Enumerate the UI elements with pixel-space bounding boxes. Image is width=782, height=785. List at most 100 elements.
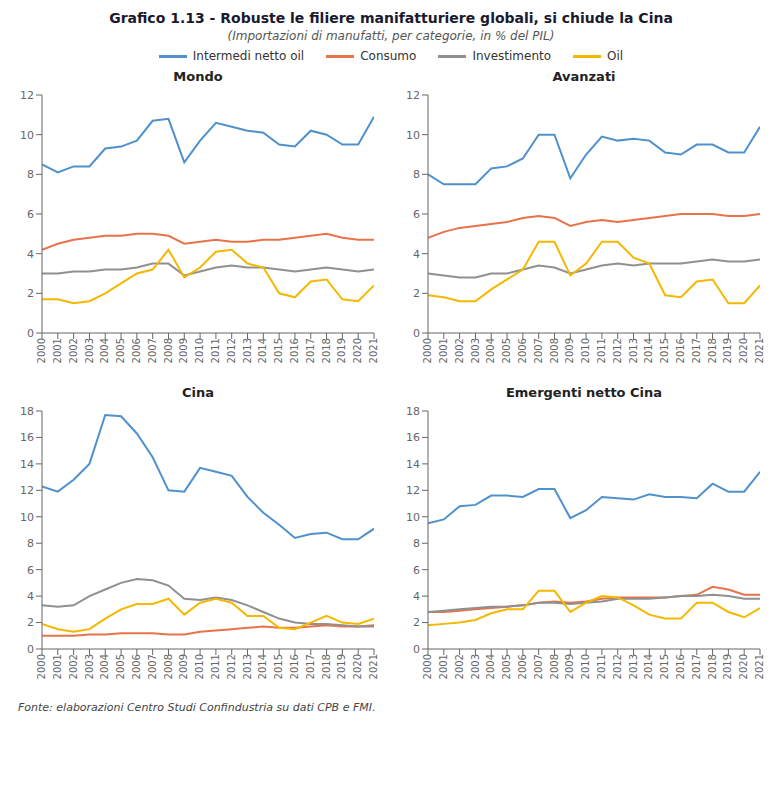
svg-text:2020: 2020: [352, 654, 363, 679]
svg-text:12: 12: [20, 484, 34, 497]
svg-text:2006: 2006: [131, 338, 142, 363]
svg-text:2018: 2018: [707, 654, 718, 679]
svg-text:2014: 2014: [643, 654, 654, 679]
svg-text:2018: 2018: [707, 338, 718, 363]
svg-text:4: 4: [413, 248, 420, 261]
svg-text:18: 18: [406, 405, 420, 418]
svg-text:2012: 2012: [226, 654, 237, 679]
svg-text:2012: 2012: [612, 338, 623, 363]
svg-text:8: 8: [27, 537, 34, 550]
svg-text:2018: 2018: [321, 338, 332, 363]
svg-text:2011: 2011: [210, 654, 221, 679]
svg-text:0: 0: [413, 643, 420, 656]
svg-text:2011: 2011: [596, 654, 607, 679]
svg-text:2010: 2010: [580, 338, 591, 363]
svg-text:14: 14: [406, 458, 420, 471]
svg-text:2016: 2016: [289, 338, 300, 363]
svg-text:2014: 2014: [257, 654, 268, 679]
svg-text:2002: 2002: [68, 338, 79, 363]
svg-text:6: 6: [27, 564, 34, 577]
svg-text:2001: 2001: [52, 654, 63, 679]
svg-text:4: 4: [27, 590, 34, 603]
svg-text:2014: 2014: [257, 338, 268, 363]
svg-text:2007: 2007: [147, 654, 158, 679]
svg-text:2017: 2017: [691, 654, 702, 679]
svg-text:8: 8: [413, 168, 420, 181]
svg-text:2013: 2013: [242, 654, 253, 679]
svg-text:2010: 2010: [580, 654, 591, 679]
svg-text:2: 2: [413, 287, 420, 300]
svg-text:2008: 2008: [549, 338, 560, 363]
svg-text:2009: 2009: [178, 338, 189, 363]
svg-text:2008: 2008: [549, 654, 560, 679]
svg-text:2012: 2012: [226, 338, 237, 363]
svg-text:2004: 2004: [485, 338, 496, 363]
svg-text:2019: 2019: [722, 338, 733, 363]
svg-text:2008: 2008: [163, 654, 174, 679]
svg-text:10: 10: [20, 129, 34, 142]
svg-text:2011: 2011: [596, 338, 607, 363]
svg-text:10: 10: [406, 129, 420, 142]
svg-text:2005: 2005: [501, 338, 512, 363]
svg-text:2015: 2015: [659, 338, 670, 363]
svg-text:2000: 2000: [422, 338, 433, 363]
svg-text:2007: 2007: [533, 338, 544, 363]
svg-text:2016: 2016: [675, 654, 686, 679]
svg-text:2019: 2019: [336, 654, 347, 679]
svg-text:2004: 2004: [99, 654, 110, 679]
svg-text:2015: 2015: [273, 654, 284, 679]
svg-text:2015: 2015: [273, 338, 284, 363]
svg-text:2006: 2006: [517, 338, 528, 363]
svg-text:2009: 2009: [564, 338, 575, 363]
svg-text:2004: 2004: [485, 654, 496, 679]
svg-text:2006: 2006: [131, 654, 142, 679]
svg-text:2017: 2017: [305, 338, 316, 363]
svg-text:2021: 2021: [368, 338, 379, 363]
svg-text:8: 8: [27, 168, 34, 181]
svg-text:2010: 2010: [194, 654, 205, 679]
svg-text:6: 6: [413, 564, 420, 577]
svg-text:12: 12: [406, 484, 420, 497]
svg-text:2016: 2016: [289, 654, 300, 679]
svg-text:2002: 2002: [68, 654, 79, 679]
svg-text:2017: 2017: [305, 654, 316, 679]
svg-text:2003: 2003: [84, 654, 95, 679]
svg-text:16: 16: [20, 431, 34, 444]
svg-text:2021: 2021: [368, 654, 379, 679]
svg-text:2009: 2009: [178, 654, 189, 679]
svg-text:2002: 2002: [454, 654, 465, 679]
svg-text:2017: 2017: [691, 338, 702, 363]
svg-text:2: 2: [27, 287, 34, 300]
svg-text:2003: 2003: [84, 338, 95, 363]
svg-text:6: 6: [413, 208, 420, 221]
svg-text:2013: 2013: [628, 338, 639, 363]
svg-text:2005: 2005: [501, 654, 512, 679]
svg-text:2001: 2001: [438, 654, 449, 679]
svg-text:2012: 2012: [612, 654, 623, 679]
svg-text:0: 0: [27, 327, 34, 340]
svg-text:16: 16: [406, 431, 420, 444]
svg-text:2014: 2014: [643, 338, 654, 363]
svg-text:2002: 2002: [454, 338, 465, 363]
svg-text:18: 18: [20, 405, 34, 418]
svg-text:2020: 2020: [738, 338, 749, 363]
svg-text:2021: 2021: [754, 654, 765, 679]
svg-text:2019: 2019: [336, 338, 347, 363]
svg-text:8: 8: [413, 537, 420, 550]
svg-text:4: 4: [413, 590, 420, 603]
svg-text:2: 2: [27, 616, 34, 629]
svg-text:2003: 2003: [470, 338, 481, 363]
svg-text:2005: 2005: [115, 338, 126, 363]
svg-text:0: 0: [27, 643, 34, 656]
svg-text:2003: 2003: [470, 654, 481, 679]
svg-text:2007: 2007: [533, 654, 544, 679]
svg-text:10: 10: [20, 511, 34, 524]
svg-text:2020: 2020: [352, 338, 363, 363]
svg-text:2007: 2007: [147, 338, 158, 363]
svg-text:2000: 2000: [36, 338, 47, 363]
svg-text:2000: 2000: [36, 654, 47, 679]
svg-text:2000: 2000: [422, 654, 433, 679]
svg-text:2006: 2006: [517, 654, 528, 679]
svg-text:2015: 2015: [659, 654, 670, 679]
svg-text:2001: 2001: [438, 338, 449, 363]
